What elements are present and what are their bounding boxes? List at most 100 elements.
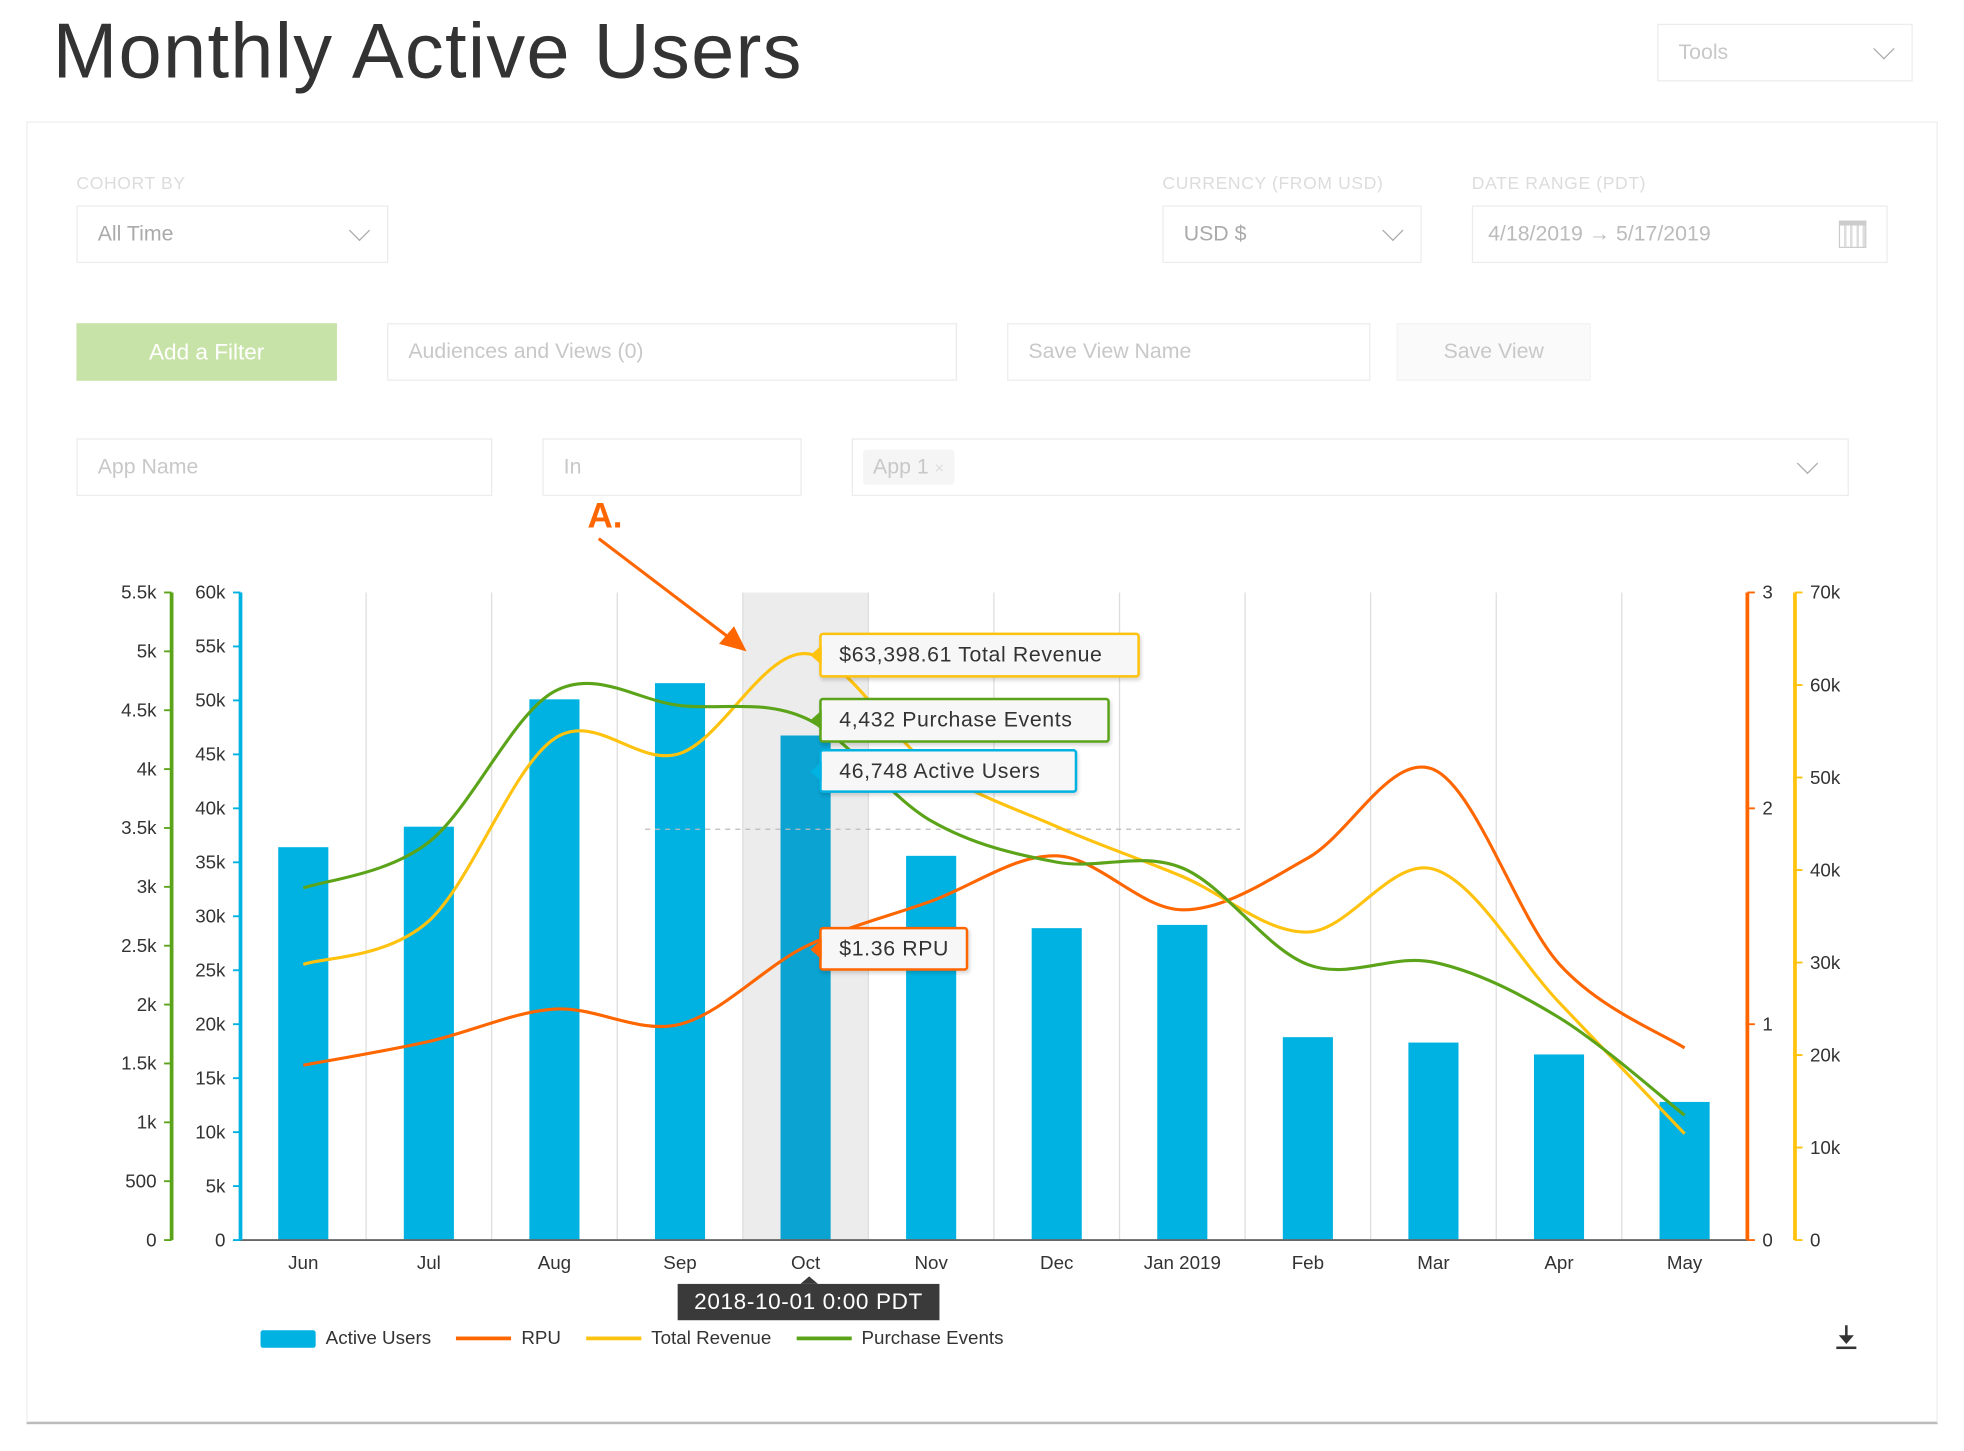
audiences-views-select[interactable]: Audiences and Views (0) bbox=[387, 323, 957, 381]
axis-purchase-events-tick-label: 2.5k bbox=[121, 935, 157, 956]
bar-active-users bbox=[1408, 1042, 1459, 1241]
axis-purchase-events-tick-label: 4.5k bbox=[121, 699, 157, 720]
line-rpu bbox=[302, 765, 1686, 1067]
axis-purchase-events-tick-label: 4k bbox=[137, 758, 157, 779]
cohort-label: COHORT BY bbox=[76, 172, 186, 193]
legend-item-total-revenue[interactable]: Total Revenue bbox=[586, 1328, 771, 1349]
axis-purchase-events-tick-label: 1.5k bbox=[121, 1053, 157, 1074]
app-chip: App 1 × bbox=[863, 449, 955, 485]
chip-remove-icon[interactable]: × bbox=[934, 458, 945, 478]
x-tick-label: Aug bbox=[538, 1252, 571, 1273]
legend-swatch bbox=[456, 1336, 512, 1341]
legend-label: RPU bbox=[521, 1327, 561, 1350]
axis-purchase-events-tick-label: 0 bbox=[146, 1229, 156, 1250]
legend: Active Users RPU Total Revenue Purchase … bbox=[260, 1327, 1029, 1350]
app-name-field[interactable]: App Name bbox=[76, 438, 493, 497]
axis-total-revenue-tick-label: 10k bbox=[1810, 1137, 1841, 1158]
line-purchase-events bbox=[302, 681, 1686, 1117]
add-filter-button[interactable]: Add a Filter bbox=[76, 323, 337, 381]
save-view-name-input[interactable]: Save View Name bbox=[1007, 323, 1371, 381]
legend-item-purchase-events[interactable]: Purchase Events bbox=[796, 1327, 1004, 1350]
x-tick-label: May bbox=[1667, 1252, 1703, 1273]
x-tick-label: Jan 2019 bbox=[1144, 1252, 1221, 1273]
axis-total-revenue-tick-label: 0 bbox=[1810, 1229, 1820, 1250]
legend-label: Active Users bbox=[325, 1327, 432, 1350]
axis-active-users-tick-label: 40k bbox=[195, 798, 226, 819]
axis-purchase-events-tick-label: 5.5k bbox=[121, 582, 157, 603]
tools-label: Tools bbox=[1678, 40, 1729, 64]
tools-dropdown[interactable]: Tools bbox=[1657, 23, 1913, 82]
axis-purchase-events-tick-label: 3.5k bbox=[121, 817, 157, 838]
date-range-value: 4/18/2019 → 5/17/2019 bbox=[1488, 221, 1711, 246]
x-tick-label: Feb bbox=[1292, 1252, 1324, 1273]
axis-active-users-tick-label: 50k bbox=[195, 690, 226, 711]
axis-active-users-tick-label: 55k bbox=[195, 636, 226, 657]
axis-total-revenue-tick-label: 60k bbox=[1810, 674, 1841, 695]
app-select[interactable]: App 1 × bbox=[851, 438, 1849, 497]
report-panel bbox=[26, 121, 1938, 1425]
bar-active-users bbox=[1031, 928, 1082, 1241]
bar-active-users bbox=[529, 699, 580, 1241]
bar-active-users bbox=[906, 855, 957, 1241]
legend-swatch bbox=[586, 1336, 642, 1341]
axis-active-users-tick-label: 35k bbox=[195, 852, 226, 873]
bar-active-users bbox=[780, 735, 831, 1241]
x-tick-label: Sep bbox=[663, 1252, 696, 1273]
download-icon[interactable] bbox=[1836, 1325, 1857, 1350]
x-tick-label: Mar bbox=[1417, 1252, 1449, 1273]
legend-swatch bbox=[796, 1336, 852, 1341]
axis-total-revenue-tick-label: 40k bbox=[1810, 859, 1841, 880]
legend-item-rpu[interactable]: RPU bbox=[456, 1328, 561, 1349]
annotation-label: A. bbox=[587, 496, 622, 535]
axis-purchase-events-tick-label: 5k bbox=[137, 641, 157, 662]
date-range-input[interactable]: 4/18/2019 → 5/17/2019 bbox=[1471, 205, 1888, 264]
legend-label: Purchase Events bbox=[861, 1327, 1004, 1350]
axis-active-users-tick-label: 25k bbox=[195, 960, 226, 981]
tooltip-rpu: $1.36 RPU bbox=[810, 926, 969, 971]
bar-active-users bbox=[1157, 924, 1208, 1241]
axis-active-users-tick-label: 60k bbox=[195, 582, 226, 603]
bar-active-users bbox=[1659, 1101, 1710, 1241]
axis-total-revenue-tick-label: 30k bbox=[1810, 952, 1841, 973]
date-range-label: DATE RANGE (PDT) bbox=[1471, 172, 1647, 193]
axis-purchase-events-tick-label: 1k bbox=[137, 1112, 157, 1133]
x-tick-label: Oct bbox=[791, 1252, 821, 1273]
axis-active-users-tick-label: 30k bbox=[195, 906, 226, 927]
bar-active-users bbox=[654, 683, 706, 1241]
chip-label: App 1 bbox=[873, 454, 929, 479]
cohort-select[interactable]: All Time bbox=[76, 205, 389, 264]
cohort-value: All Time bbox=[97, 221, 174, 246]
calendar-icon[interactable] bbox=[1838, 220, 1867, 249]
currency-label: CURRENCY (FROM USD) bbox=[1162, 172, 1384, 193]
x-tick-label: Apr bbox=[1544, 1252, 1573, 1273]
tooltip-purchase-events: 4,432 Purchase Events bbox=[810, 697, 1110, 743]
operator-field[interactable]: In bbox=[542, 438, 802, 497]
tooltip-date-pointer bbox=[800, 1276, 818, 1284]
currency-select[interactable]: USD $ bbox=[1162, 205, 1422, 264]
x-tick-label: Jun bbox=[288, 1252, 318, 1273]
axis-rpu-tick-label: 0 bbox=[1762, 1229, 1772, 1250]
save-view-button[interactable]: Save View bbox=[1396, 323, 1591, 381]
axis-active-users-tick-label: 0 bbox=[215, 1229, 225, 1250]
x-tick-label: Jul bbox=[417, 1252, 441, 1273]
bar-active-users bbox=[278, 847, 329, 1241]
axis-active-users-tick-label: 20k bbox=[195, 1013, 226, 1034]
axis-total-revenue-tick-label: 50k bbox=[1810, 767, 1841, 788]
annotation-arrowhead bbox=[718, 626, 747, 652]
line-total-revenue bbox=[302, 651, 1686, 1135]
axis-active-users-tick-label: 10k bbox=[195, 1121, 226, 1142]
axis-active-users-tick-label: 5k bbox=[206, 1175, 226, 1196]
axis-purchase-events-tick-label: 2k bbox=[137, 994, 157, 1015]
axis-purchase-events-tick-label: 500 bbox=[125, 1170, 156, 1191]
x-tick-label: Dec bbox=[1040, 1252, 1073, 1273]
axis-rpu-tick-label: 1 bbox=[1762, 1013, 1772, 1034]
axis-total-revenue-tick-label: 20k bbox=[1810, 1044, 1841, 1065]
bar-active-users bbox=[1533, 1054, 1585, 1241]
legend-label: Total Revenue bbox=[651, 1327, 772, 1350]
x-tick-label: Nov bbox=[914, 1252, 948, 1273]
legend-item-active-users[interactable]: Active Users bbox=[260, 1327, 432, 1350]
axis-purchase-events-tick-label: 3k bbox=[137, 876, 157, 897]
page-title: Monthly Active Users bbox=[52, 8, 803, 96]
axis-rpu-tick-label: 2 bbox=[1762, 798, 1772, 819]
